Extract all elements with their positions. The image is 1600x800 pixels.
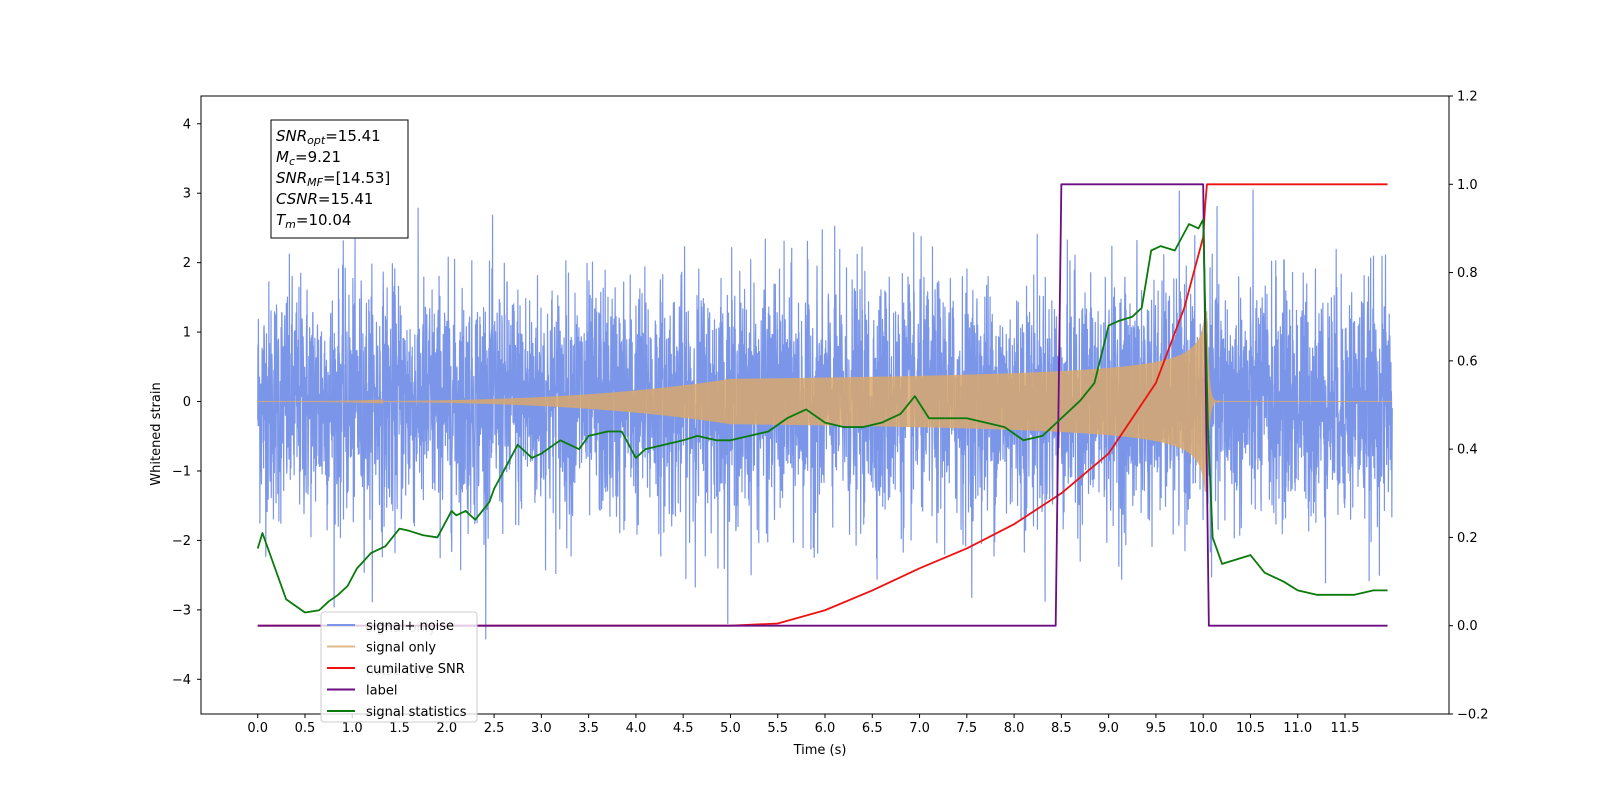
x-tick-label: 3.5 [578,721,599,736]
info-csnr: CSNR=15.41 [276,190,373,208]
x-tick-label: 6.5 [862,721,883,736]
y-tick-label: −1 [172,464,191,479]
y2-tick-label: 1.2 [1457,90,1478,105]
info-mc: Mc=9.21 [276,148,341,168]
snr-info-box: SNRopt=15.41Mc=9.21SNRMF=[14.53]CSNR=15.… [270,119,409,239]
y-tick-label: 4 [183,117,191,132]
y2-tick-label: 0.4 [1457,443,1478,458]
y-axis-left: 4 3 2 1 0 −1 −2 −3 −4 [172,117,201,688]
legend-label: label [366,684,397,699]
x-tick-label: 8.0 [1004,721,1025,736]
x-tick-label: 3.0 [531,721,552,736]
series-signal-only [257,311,1393,492]
y2-tick-label: 1.0 [1457,178,1478,193]
y2-tick-label: −0.2 [1457,708,1489,723]
legend-label: signal only [366,641,436,656]
x-tick-label: 4.0 [626,721,647,736]
x-tick-label: 7.0 [909,721,930,736]
y-tick-label: 0 [183,395,191,410]
x-axis: 0.0 0.5 1.0 1.5 2.0 2.5 3.0 3.5 4.0 4.5 5.0 5.5 6.0 6… [247,714,1359,736]
legend-label: signal statistics [366,705,467,720]
info-snr-opt: SNRopt=15.41 [276,127,381,147]
x-tick-label: 11.0 [1283,721,1312,736]
x-tick-label: 0.5 [295,721,316,736]
x-tick-label: 0.0 [247,721,268,736]
y2-tick-label: 0.2 [1457,531,1478,546]
y2-tick-label: 0.8 [1457,266,1478,281]
y2-tick-label: 0.6 [1457,354,1478,369]
plot-area [256,183,1393,640]
x-tick-label: 5.5 [767,721,788,736]
x-tick-label: 7.5 [956,721,977,736]
legend-label: signal+ noise [366,619,454,634]
y-tick-label: −3 [172,603,191,618]
y-tick-label: −2 [172,534,191,549]
x-tick-label: 1.0 [342,721,363,736]
x-axis-label: Time (s) [793,743,847,758]
x-tick-label: 2.5 [484,721,505,736]
y2-tick-label: 0.0 [1457,619,1478,634]
x-tick-label: 9.5 [1146,721,1167,736]
x-tick-label: 11.5 [1331,721,1360,736]
x-tick-label: 2.0 [436,721,457,736]
y-axis-label: Whitened strain [149,382,164,485]
legend-label: cumilative SNR [366,662,465,677]
x-tick-label: 9.0 [1098,721,1119,736]
y-tick-label: −4 [172,673,191,688]
y-tick-label: 1 [183,326,191,341]
series-signal-statistics [256,218,1388,614]
info-box-frame [270,119,409,239]
series-label [257,183,1388,627]
info-snr-mf: SNRMF=[14.53] [276,169,390,189]
x-tick-label: 10.5 [1236,721,1265,736]
x-tick-label: 6.0 [815,721,836,736]
x-tick-label: 1.5 [389,721,410,736]
x-tick-label: 4.5 [673,721,694,736]
y-tick-label: 3 [183,187,191,202]
x-tick-label: 8.5 [1051,721,1072,736]
x-tick-label: 5.0 [720,721,741,736]
legend: signal onlynoise onlysignal+ noisesignal… [320,611,478,723]
info-tm: Tm=10.04 [276,211,351,231]
y-tick-label: 2 [183,256,191,271]
y-axis-right: 1.2 1.0 0.8 0.6 0.4 0.2 0.0 −0.2 [1449,90,1489,723]
x-tick-label: 10.0 [1189,721,1218,736]
legend-frame [320,611,478,723]
